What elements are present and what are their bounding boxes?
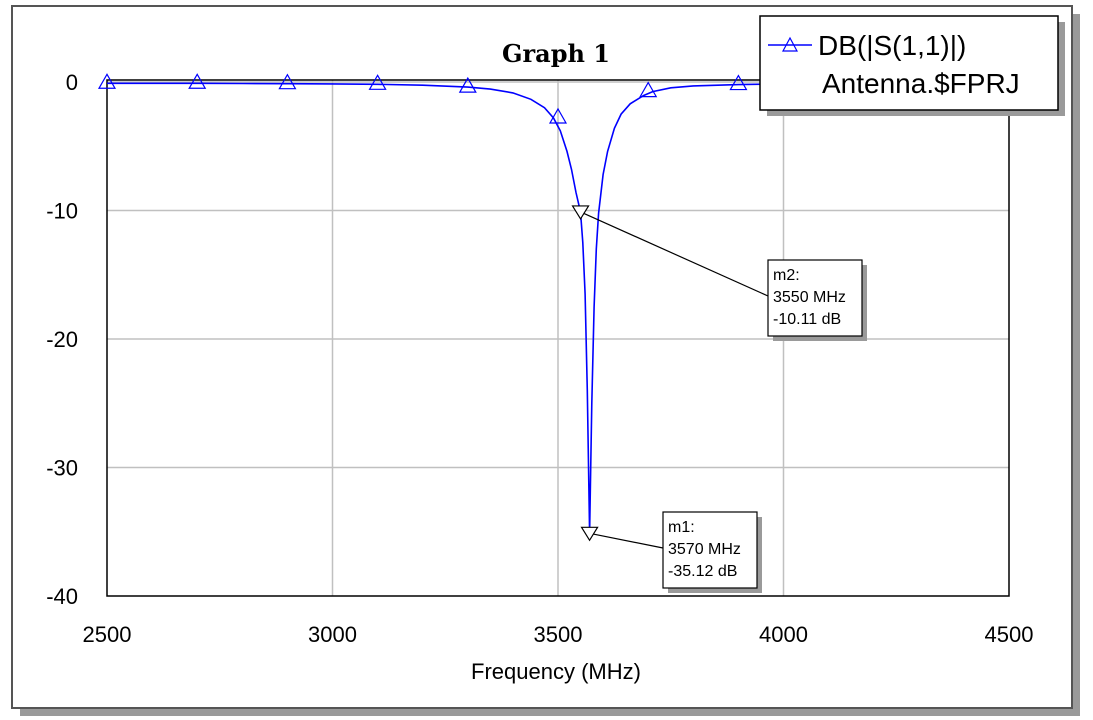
marker-label: m1: — [668, 519, 695, 536]
series-point — [639, 81, 658, 98]
plot-area — [106, 79, 1010, 597]
series-point — [368, 74, 387, 90]
y-tick-label: 0 — [66, 70, 78, 95]
y-tick-label: -20 — [46, 327, 78, 352]
marker-label: -35.12 dB — [668, 563, 737, 580]
legend-triangle-icon — [781, 36, 799, 52]
series — [97, 73, 829, 534]
marker-box[interactable] — [767, 259, 863, 337]
legend-project-name: Antenna.$FPRJ — [822, 68, 1020, 99]
series-point — [458, 76, 477, 93]
legend-box — [759, 15, 1059, 111]
y-tick-label: -40 — [46, 584, 78, 609]
legend-series-name: DB(|S(1,1)|) — [818, 30, 966, 61]
marker-point[interactable] — [580, 526, 599, 542]
series-line — [107, 82, 829, 534]
marker-label: m2: — [773, 267, 800, 284]
x-tick-label: 2500 — [83, 622, 132, 647]
series-point — [729, 74, 748, 91]
marker-label: 3570 MHz — [668, 541, 741, 558]
marker-point[interactable] — [571, 205, 590, 221]
x-tick-label: 3000 — [308, 622, 357, 647]
x-tick-labels: 2500 3000 3500 4000 4500 — [83, 622, 1034, 647]
marker-label: 3550 MHz — [773, 289, 846, 306]
marker-connector — [580, 211, 769, 297]
series-point — [278, 73, 297, 90]
y-tick-label: -30 — [46, 456, 78, 481]
y-tick-labels: 0 -10 -20 -30 -40 — [46, 70, 78, 609]
chart-title: Graph 1 — [502, 39, 610, 68]
y-tick-label: -10 — [46, 199, 78, 224]
x-tick-label: 4000 — [759, 622, 808, 647]
x-axis-title: Frequency (MHz) — [471, 659, 641, 684]
frame — [11, 5, 1073, 709]
x-tick-label: 3500 — [534, 622, 583, 647]
marker-label: -10.11 dB — [773, 311, 841, 328]
marker-box[interactable] — [662, 511, 758, 589]
legend[interactable]: DB(|S(1,1)|) Antenna.$FPRJ — [759, 15, 1065, 116]
x-tick-label: 4500 — [985, 622, 1034, 647]
marker-annotations: m1: 3570 MHz -35.12 dB m2: 3550 MHz -10.11 dB — [571, 205, 867, 593]
series-point — [548, 107, 568, 124]
series-point — [97, 73, 117, 89]
marker-connector — [589, 532, 664, 549]
series-point — [188, 73, 207, 89]
